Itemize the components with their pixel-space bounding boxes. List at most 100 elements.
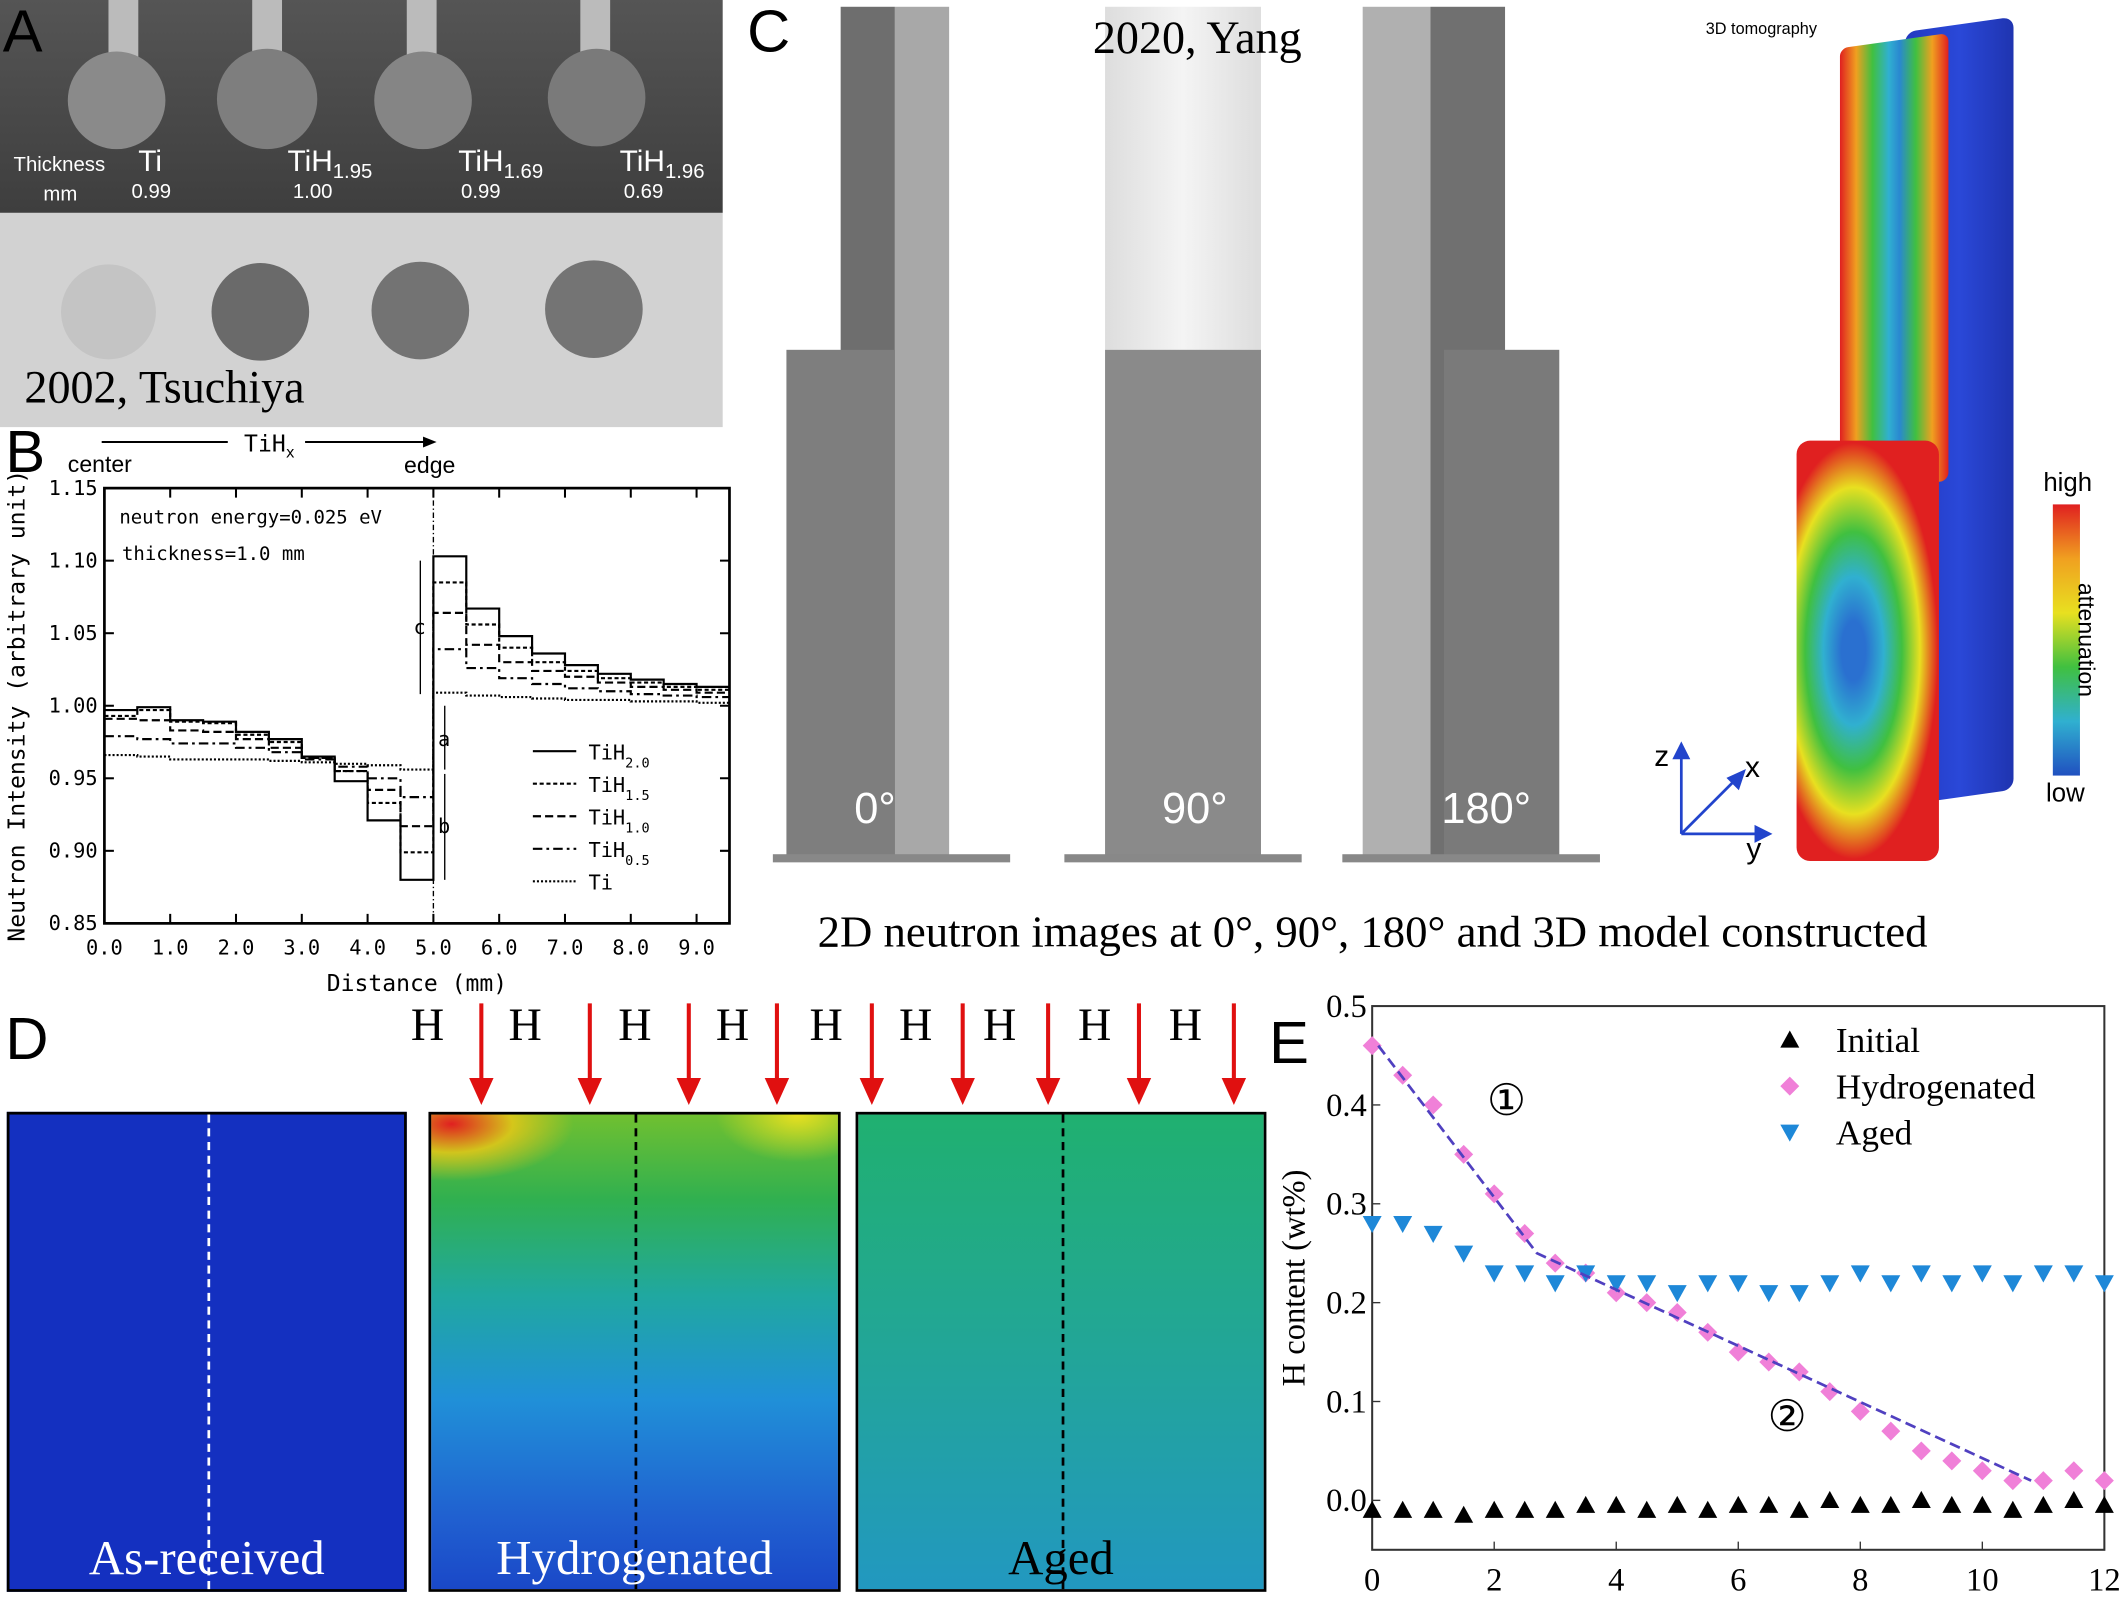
image-label-hydrogenated: Hydrogenated [496, 1530, 773, 1586]
y-tick-label: 0.5 [1326, 990, 1367, 1025]
data-point [2064, 1490, 2084, 1508]
edge-label: edge [404, 452, 456, 479]
data-point [1780, 1030, 1800, 1048]
series-aged [1362, 1215, 2114, 1303]
data-point [1850, 1265, 1870, 1283]
model-slab-front [1796, 440, 1939, 861]
data-point [1881, 1421, 1901, 1441]
data-point [1820, 1275, 1840, 1293]
data-point [1362, 1215, 1382, 1234]
fit-line [1377, 1044, 2032, 1482]
divider-line [207, 1114, 211, 1590]
image-label-aged: Aged [1008, 1530, 1114, 1586]
neutron-image-90deg [1064, 6, 1302, 864]
legend-item: Aged [1780, 1113, 1913, 1152]
panel-label-e: E [1269, 1010, 1309, 1077]
annotation-region-1: ① [1487, 1076, 1526, 1126]
hydrogen-label: H [898, 1000, 933, 1051]
data-point [1850, 1495, 1870, 1513]
image-aged: Aged [855, 1111, 1267, 1592]
data-point [1423, 1500, 1443, 1518]
y-tick-label: 1.10 [49, 548, 98, 572]
data-point [1515, 1500, 1535, 1518]
thickness-label: Thickness [13, 153, 106, 177]
data-point [1911, 1441, 1931, 1461]
x-tick-label: 12 [2088, 1562, 2121, 1597]
data-point [2064, 1461, 2084, 1481]
data-point [1484, 1265, 1504, 1283]
data-point [1423, 1095, 1443, 1115]
sample-thickness-2: 1.00 [292, 180, 333, 204]
data-point [1789, 1500, 1809, 1518]
axes-triad-arrows [1672, 741, 1773, 843]
data-point [1454, 1144, 1474, 1164]
data-point [2094, 1495, 2114, 1513]
data-point [1393, 1215, 1413, 1234]
data-point [2003, 1275, 2023, 1293]
arrow-head [1035, 1077, 1061, 1106]
angle-label-90: 90° [1162, 783, 1228, 833]
legend-label: Ti [588, 870, 612, 894]
image-hydrogenated: Hydrogenated [428, 1111, 841, 1592]
arrow-head [577, 1077, 603, 1106]
data-point [1780, 1076, 1800, 1096]
lead-3 [406, 0, 437, 62]
x-tick-label: 5.0 [415, 936, 452, 960]
thickness-unit: mm [43, 183, 78, 207]
x-tick-label: 9.0 [678, 936, 715, 960]
data-point [1698, 1500, 1718, 1518]
label-c: c [414, 615, 426, 639]
data-point [1423, 1225, 1443, 1243]
axes-triad [1672, 741, 1773, 843]
x-tick-label: 8 [1852, 1562, 1868, 1597]
radiograph-disc-4 [545, 260, 643, 358]
data-point [1667, 1285, 1687, 1303]
sample-label-3: TiH1.69 [458, 143, 544, 184]
sample-thickness-3: 0.99 [461, 180, 501, 204]
model-slab-tall [1839, 33, 1949, 496]
series-initial [1362, 1490, 2114, 1523]
panel-label-a: A [2, 0, 43, 66]
data-point [2003, 1500, 2023, 1518]
legend-label: Hydrogenated [1836, 1067, 2036, 1106]
red-arrow-icon [1035, 1003, 1061, 1106]
hydrogen-label: H [715, 1000, 750, 1051]
data-point [2003, 1471, 2023, 1491]
arrow-head [676, 1077, 702, 1106]
axis-z-label: z [1654, 738, 1670, 773]
center-label: center [67, 451, 132, 478]
y-tick-label: 0.90 [49, 839, 98, 863]
panel-a: Thickness mm Ti 0.99 TiH1.95 1.00 TiH1.6… [0, 0, 723, 428]
colorbar-high-label: high [2043, 469, 2093, 498]
legend-label: TiH2.0 [588, 740, 649, 771]
x-tick-label: 4 [1608, 1562, 1624, 1597]
data-point [1637, 1500, 1657, 1518]
legend-label: TiH1.5 [588, 773, 649, 804]
y-tick-label: 0.4 [1326, 1088, 1367, 1124]
data-point [2094, 1275, 2114, 1293]
data-point [1881, 1495, 1901, 1513]
x-tick-label: 2 [1486, 1562, 1502, 1597]
red-arrow-icon [1126, 1003, 1152, 1106]
y-tick-label: 0.85 [49, 911, 98, 935]
hydrogen-label: H [983, 1000, 1017, 1051]
arrow-head [859, 1077, 885, 1106]
data-point [1759, 1285, 1779, 1303]
image-label-as-received: As-received [88, 1530, 325, 1586]
chart-e: 0 2 4 6 8 10 12 0.0 0.1 0.2 0.3 0.4 0.5 H content (wt… [1276, 990, 2121, 1597]
data-point [1667, 1495, 1687, 1513]
y-tick-label: 0.3 [1326, 1187, 1367, 1223]
sample-label-2: TiH1.95 [287, 143, 373, 184]
lead-1 [108, 0, 139, 62]
data-point [1942, 1495, 1962, 1513]
sample-disc-tih195 [216, 48, 318, 150]
annotation-energy: neutron energy=0.025 eV [119, 506, 382, 528]
data-point [1576, 1495, 1596, 1513]
colorbar-title: attenuation [2073, 582, 2099, 698]
panel-label-c: C [747, 0, 791, 66]
tomography-title: 3D tomography [1705, 18, 1817, 38]
data-point [2094, 1471, 2114, 1491]
tihx-label: TiHx [244, 431, 295, 462]
data-point [1454, 1505, 1474, 1523]
sample-thickness-1: 0.99 [131, 180, 172, 204]
